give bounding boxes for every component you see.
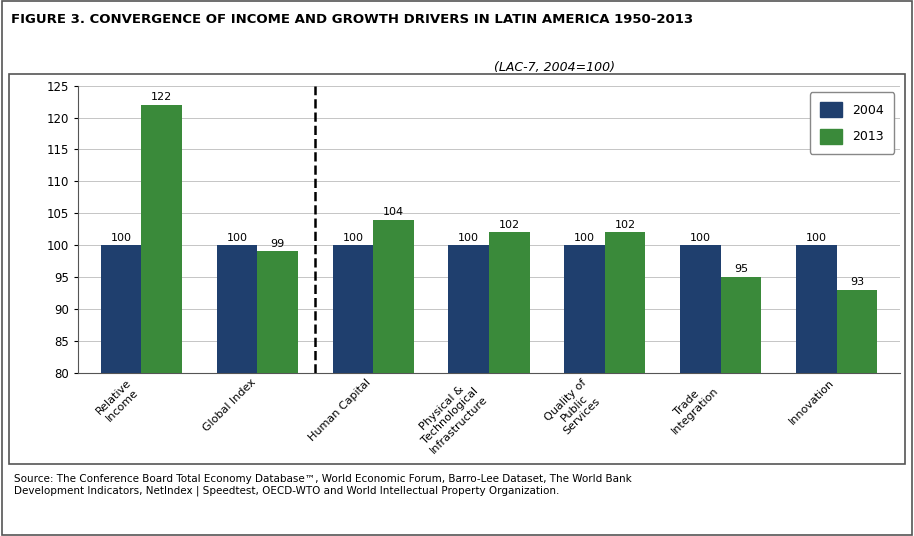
Bar [680, 245, 721, 536]
Text: 100: 100 [458, 233, 479, 242]
Text: 102: 102 [499, 220, 520, 230]
Bar [142, 105, 182, 536]
Bar [373, 220, 414, 536]
Bar [796, 245, 836, 536]
Text: 100: 100 [343, 233, 364, 242]
Text: 102: 102 [614, 220, 636, 230]
Text: Source: The Conference Board Total Economy Database™, World Economic Forum, Barr: Source: The Conference Board Total Econo… [14, 474, 632, 496]
Text: 100: 100 [690, 233, 711, 242]
Bar [101, 245, 142, 536]
Bar [333, 245, 373, 536]
Bar [836, 289, 877, 536]
Text: 122: 122 [151, 92, 173, 102]
Text: 93: 93 [850, 277, 864, 287]
Text: 104: 104 [383, 207, 404, 217]
Text: 95: 95 [734, 264, 748, 274]
Bar [489, 232, 529, 536]
Bar [721, 277, 761, 536]
Text: 100: 100 [227, 233, 248, 242]
Bar [217, 245, 257, 536]
Bar [257, 251, 298, 536]
Text: FIGURE 3. CONVERGENCE OF INCOME AND GROWTH DRIVERS IN LATIN AMERICA 1950-2013: FIGURE 3. CONVERGENCE OF INCOME AND GROW… [11, 13, 693, 26]
Text: 100: 100 [806, 233, 827, 242]
Legend: 2004, 2013: 2004, 2013 [810, 92, 894, 154]
Bar [449, 245, 489, 536]
Text: 99: 99 [271, 239, 284, 249]
Bar [564, 245, 605, 536]
Text: (LAC-7, 2004=100): (LAC-7, 2004=100) [494, 61, 615, 75]
Bar [605, 232, 645, 536]
Text: 100: 100 [111, 233, 132, 242]
Text: 100: 100 [574, 233, 595, 242]
